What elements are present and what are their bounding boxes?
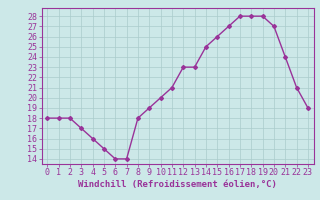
X-axis label: Windchill (Refroidissement éolien,°C): Windchill (Refroidissement éolien,°C) [78, 180, 277, 189]
